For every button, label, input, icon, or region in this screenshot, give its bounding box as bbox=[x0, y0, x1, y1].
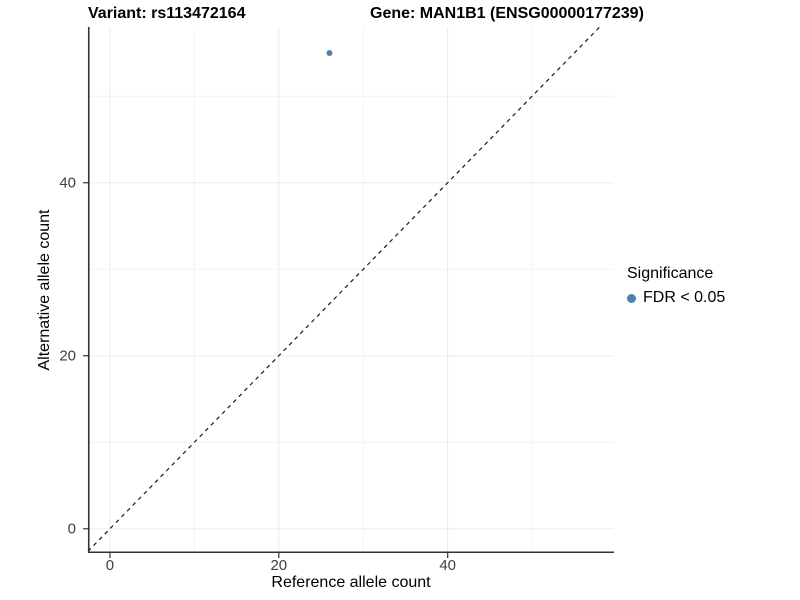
data-point bbox=[326, 49, 333, 56]
x-axis-title: Reference allele count bbox=[271, 574, 431, 591]
identity-dashed-line bbox=[87, 26, 601, 552]
legend-item-label: FDR < 0.05 bbox=[643, 289, 726, 306]
x-tick-label: 40 bbox=[439, 557, 457, 574]
legend-point-swatch bbox=[627, 293, 636, 303]
y-axis-title: Alternative allele count bbox=[36, 209, 53, 371]
legend-title: Significance bbox=[627, 265, 714, 282]
chart-panel bbox=[83, 26, 614, 558]
legend-item: FDR < 0.05 bbox=[627, 289, 725, 307]
x-tick-label: 0 bbox=[105, 557, 115, 574]
y-tick-label: 0 bbox=[67, 520, 76, 538]
page-title-variant: Variant: rs113472164 bbox=[88, 5, 246, 22]
y-tick-label: 20 bbox=[59, 347, 76, 365]
legend: Significance FDR < 0.05 bbox=[627, 265, 725, 307]
page-title-gene: Gene: MAN1B1 (ENSG00000177239) bbox=[370, 5, 644, 22]
y-tick-label: 40 bbox=[59, 174, 76, 192]
plot-svg bbox=[83, 26, 614, 558]
x-tick-label: 20 bbox=[270, 557, 288, 574]
